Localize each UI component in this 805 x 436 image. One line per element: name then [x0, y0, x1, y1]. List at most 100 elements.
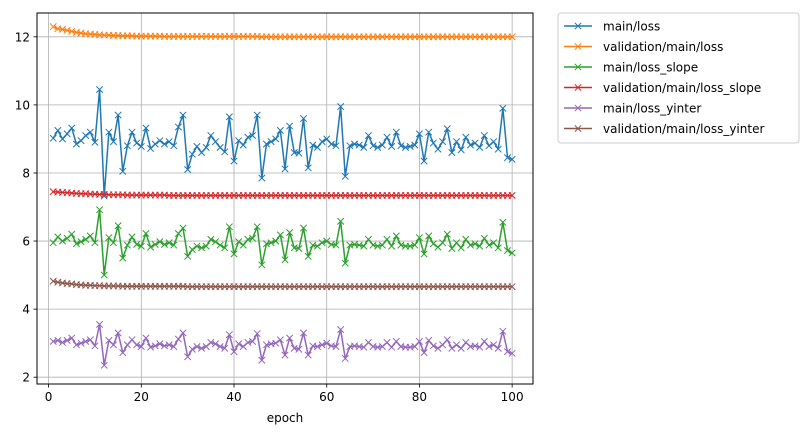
data-point-marker [193, 242, 201, 250]
data-point-marker [374, 143, 382, 151]
data-point-marker [105, 128, 113, 136]
data-point-marker [415, 337, 423, 346]
data-point-marker [170, 241, 178, 249]
data-point-marker [388, 142, 396, 150]
data-point-marker [151, 342, 159, 350]
data-point-marker [508, 33, 516, 41]
data-point-marker [184, 166, 192, 174]
legend-marker [574, 104, 582, 112]
series-4 [49, 320, 516, 369]
data-point-marker [332, 142, 340, 150]
data-point-marker [258, 261, 266, 269]
data-point-marker [304, 351, 312, 359]
data-point-marker [96, 320, 104, 328]
data-point-marker [86, 336, 94, 344]
data-point-marker [230, 250, 238, 258]
data-point-marker [323, 237, 331, 245]
data-point-marker [276, 231, 284, 239]
legend-box [557, 12, 800, 144]
data-point-marker [276, 126, 284, 134]
data-point-marker [318, 341, 326, 349]
data-point-marker [341, 172, 349, 180]
x-axis-label: epoch [267, 411, 304, 425]
data-point-marker [304, 164, 312, 172]
data-point-marker [480, 234, 488, 242]
data-point-marker [230, 157, 238, 165]
data-point-marker [156, 340, 164, 348]
series-line [52, 25, 513, 38]
data-point-marker [96, 206, 104, 214]
data-point-marker [221, 344, 229, 352]
data-point-marker [272, 339, 280, 347]
data-point-marker [425, 128, 433, 136]
data-point-marker [211, 340, 220, 348]
x-tick-label: 60 [319, 390, 334, 404]
data-point-marker [457, 146, 465, 154]
data-point-marker [147, 343, 155, 351]
data-point-marker [490, 138, 498, 146]
data-point-marker [411, 241, 419, 249]
x-tick-label: 80 [412, 390, 427, 404]
data-point-marker [235, 238, 243, 246]
data-point-marker [392, 128, 400, 136]
data-point-marker [109, 239, 118, 247]
data-point-marker [508, 349, 516, 357]
data-point-marker [299, 224, 308, 232]
axes-frame [36, 12, 534, 385]
data-point-marker [179, 329, 187, 337]
data-point-marker [253, 111, 261, 119]
data-point-marker [225, 223, 233, 231]
data-point-marker [239, 241, 247, 249]
data-point-marker [156, 137, 164, 145]
data-point-marker [133, 240, 141, 249]
data-point-marker [54, 126, 62, 134]
data-point-marker [346, 142, 354, 150]
data-point-marker [91, 342, 99, 350]
data-point-marker [295, 149, 303, 157]
data-point-marker [235, 340, 243, 348]
data-point-marker [123, 142, 131, 150]
data-point-marker [137, 343, 145, 351]
data-point-marker [216, 343, 224, 351]
data-point-marker [499, 218, 507, 226]
data-point-marker [355, 141, 363, 149]
data-point-marker [434, 145, 442, 153]
data-point-marker [457, 244, 465, 252]
data-point-marker [49, 23, 57, 31]
data-point-marker [248, 234, 257, 242]
data-point-marker [184, 353, 192, 361]
data-point-marker [388, 242, 396, 250]
data-point-marker [133, 341, 141, 349]
data-point-marker [281, 165, 289, 173]
data-point-marker [253, 330, 261, 338]
data-point-marker [96, 86, 104, 94]
data-point-marker [207, 131, 215, 140]
data-point-marker [137, 142, 145, 150]
data-point-marker [133, 139, 141, 147]
data-point-marker [429, 240, 437, 248]
data-point-marker [72, 140, 80, 148]
data-point-marker [508, 191, 516, 199]
data-point-marker [429, 342, 437, 350]
legend-label: validation/main/loss [603, 40, 723, 54]
data-point-marker [68, 334, 76, 342]
data-point-marker [86, 128, 94, 136]
data-point-marker [119, 167, 127, 175]
data-point-marker [276, 336, 284, 344]
data-point-marker [452, 138, 461, 146]
data-point-marker [369, 142, 377, 150]
series-1 [49, 23, 516, 41]
axis-ticks: 0 20 40 60 80 100 2 4 6 8 10 12 [15, 30, 524, 404]
data-point-marker [286, 334, 294, 342]
y-tick-label: 8 [22, 166, 30, 180]
data-point-marker [258, 356, 266, 364]
data-point-marker [494, 145, 502, 153]
data-point-marker [299, 329, 308, 337]
data-point-marker [225, 331, 233, 339]
data-point-marker [476, 143, 484, 151]
data-point-marker [207, 235, 215, 243]
data-point-marker [137, 242, 145, 250]
data-point-marker [313, 242, 322, 250]
data-point-marker [420, 349, 428, 357]
legend-marker [574, 124, 582, 133]
